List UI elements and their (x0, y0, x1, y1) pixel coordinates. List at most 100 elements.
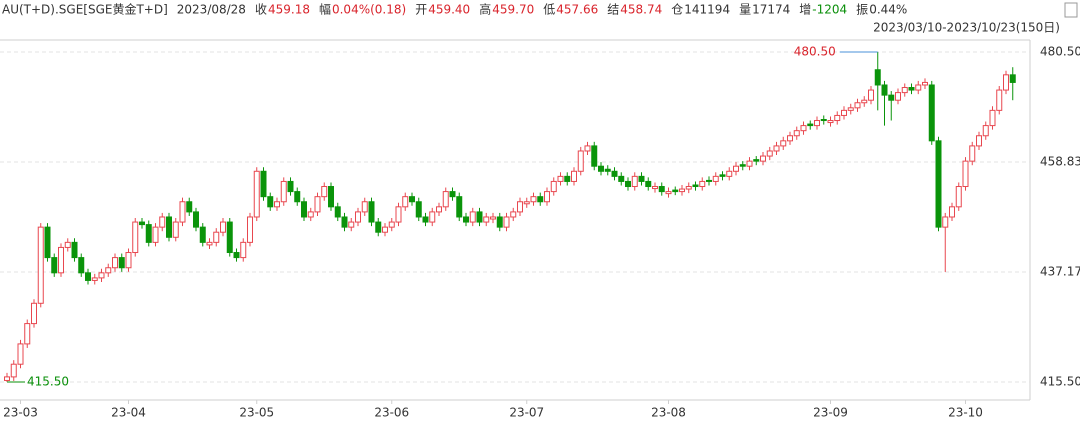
candle-body (658, 186, 665, 193)
header-value: 17174 (752, 3, 790, 17)
header-value: 0.44% (869, 3, 907, 17)
candle-body (841, 109, 847, 116)
header-label: 结 (607, 3, 619, 17)
candle-body (267, 196, 274, 208)
x-tick-label: 23-04 (111, 406, 146, 420)
y-tick-label: 415.50 (1040, 374, 1080, 388)
candle-body (118, 257, 125, 269)
candle-body (989, 109, 996, 127)
candle-body (820, 119, 827, 122)
candle-body (442, 191, 449, 208)
candle-body (368, 201, 375, 223)
candle-body (355, 211, 361, 223)
candle-body (665, 191, 672, 195)
candle-body (496, 216, 503, 228)
candle-body (908, 87, 915, 91)
candle-body (544, 191, 550, 203)
header-label: 量 (739, 3, 751, 17)
candle-body (179, 201, 186, 223)
y-tick-label: 480.50 (1040, 44, 1080, 58)
candle-body (645, 180, 652, 188)
header-value: 459.18 (268, 3, 310, 17)
candle-body (395, 206, 402, 223)
candle-body (64, 241, 71, 248)
candle-body (719, 174, 726, 177)
candle-body (625, 180, 631, 188)
candle-body (530, 196, 537, 203)
candle-body (24, 323, 31, 345)
candle-body (571, 170, 577, 182)
candle-body (942, 216, 949, 228)
y-tick-label: 437.17 (1040, 264, 1080, 278)
candle-body (550, 180, 557, 193)
candle-body (517, 201, 523, 213)
candle-body (584, 145, 591, 152)
candle-body (591, 145, 598, 167)
candle-body (463, 216, 469, 223)
candle-body (685, 186, 692, 190)
candle-body (334, 206, 341, 218)
candle-body (935, 140, 942, 228)
candle-body (328, 186, 334, 208)
x-tick-label: 23-03 (3, 406, 38, 420)
candle-body (294, 191, 301, 203)
header-value: 459.70 (492, 3, 534, 17)
candle-body (415, 201, 422, 218)
candle-body (253, 170, 260, 218)
candle-body (361, 201, 368, 213)
candle-body (98, 272, 105, 279)
candle-body (314, 196, 321, 213)
candle-body (800, 125, 807, 132)
candle-body (922, 81, 928, 86)
candle-body (476, 211, 483, 223)
date-range: 2023/03/10-2023/10/23(150日) (873, 21, 1060, 35)
x-tick-label: 23-07 (509, 406, 544, 420)
candle-body (564, 175, 571, 182)
candle-body (483, 216, 490, 223)
x-tick-label: 23-08 (651, 406, 686, 420)
candle-body (388, 221, 395, 228)
candle-body (793, 130, 800, 137)
annotation-label: 415.50 (27, 374, 69, 388)
candle-body (881, 84, 888, 96)
header-label: 仓 (671, 3, 683, 17)
candle-body (132, 221, 139, 254)
candle-body (321, 186, 328, 198)
candle-body (490, 216, 496, 220)
candle-body (233, 252, 240, 259)
candle-body (611, 170, 618, 177)
candle-body (274, 201, 280, 208)
candle-body (949, 206, 955, 218)
y-tick-label: 458.83 (1040, 154, 1080, 168)
candle-body (199, 226, 206, 243)
candle-body (341, 216, 348, 228)
candle-body (409, 196, 415, 203)
candle-body (766, 150, 773, 157)
candle-body (652, 186, 658, 190)
candle-body (220, 221, 226, 233)
candle-body (604, 168, 611, 172)
candle-body (847, 107, 854, 111)
candle-body (726, 170, 733, 177)
candle-body (537, 196, 544, 203)
x-tick-label: 23-09 (813, 406, 848, 420)
candle-body (928, 84, 935, 142)
candle-body (888, 94, 895, 101)
header-value: -1204 (812, 3, 847, 17)
candle-body (71, 241, 78, 259)
candle-body (1009, 74, 1016, 83)
header-label: 振 (856, 3, 868, 17)
header-label: 幅 (319, 2, 331, 17)
candle-body (807, 123, 814, 127)
candle-body (861, 99, 868, 104)
candle-body (787, 135, 793, 142)
candle-body (955, 186, 962, 208)
header-value: 2023/08/28 (177, 3, 246, 17)
candle-body (976, 135, 982, 147)
header-value: 0.04%(0.18) (332, 3, 406, 17)
settings-icon[interactable] (1064, 2, 1078, 18)
candle-body (638, 175, 645, 182)
candle-body (1003, 74, 1009, 91)
candle-body (429, 211, 436, 223)
